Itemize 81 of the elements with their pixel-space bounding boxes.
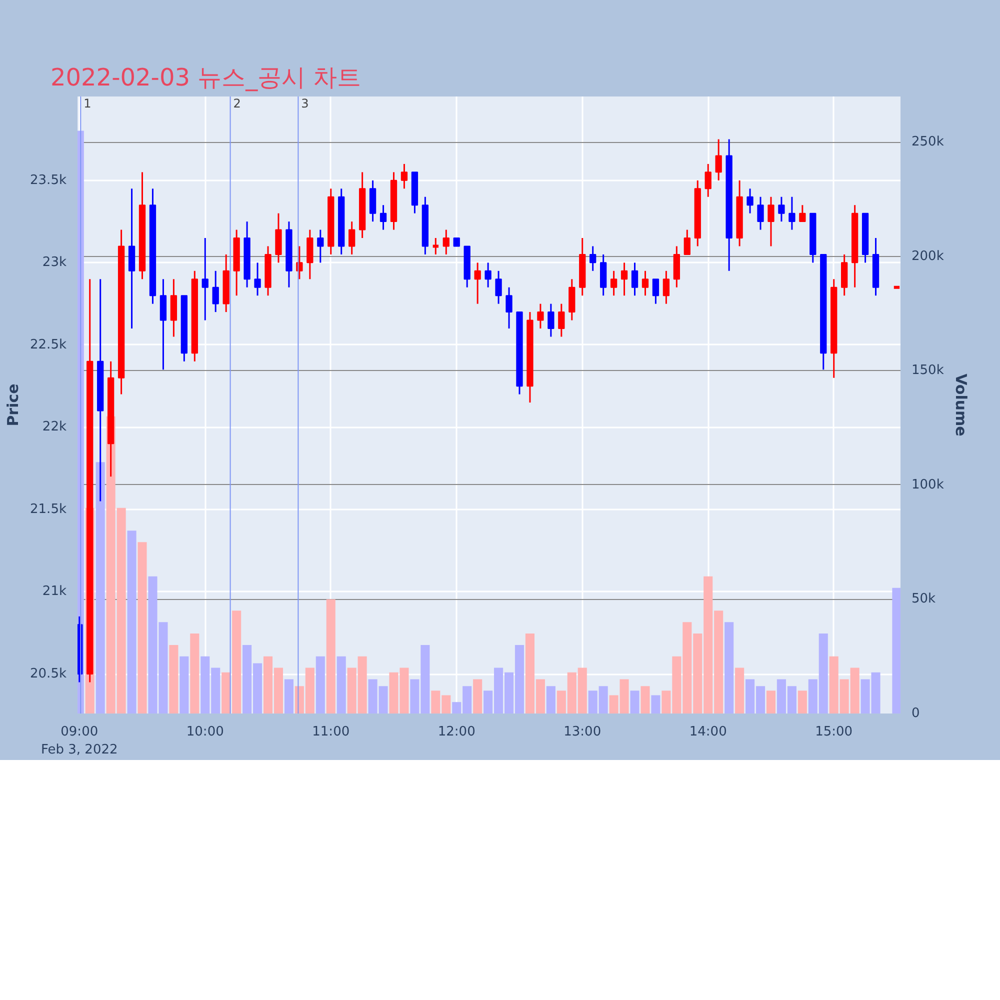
candlestick bbox=[610, 270, 618, 296]
candlestick bbox=[495, 270, 502, 305]
candlestick bbox=[620, 262, 628, 296]
candlestick bbox=[400, 163, 408, 190]
candlestick bbox=[432, 237, 438, 256]
candlestick bbox=[380, 204, 387, 231]
candlestick bbox=[484, 262, 492, 288]
annotation: 2 bbox=[233, 96, 241, 110]
x-tick-label: 09:00 Feb 3, 2022 bbox=[41, 724, 118, 758]
candlestick bbox=[296, 245, 303, 280]
bar bbox=[222, 672, 231, 714]
candlestick bbox=[202, 237, 208, 322]
y-tick-label: 23.5k bbox=[30, 172, 67, 188]
bar bbox=[96, 462, 105, 714]
bar bbox=[284, 679, 294, 714]
bar bbox=[651, 695, 660, 714]
bar bbox=[798, 690, 807, 714]
y2-tick-label: 0 bbox=[912, 706, 920, 721]
candlestick bbox=[746, 188, 754, 214]
bar bbox=[326, 599, 336, 714]
bar bbox=[138, 542, 147, 714]
x-tick-label: 12:00 bbox=[438, 724, 476, 740]
candlestick bbox=[768, 196, 774, 247]
bar bbox=[127, 530, 136, 714]
candlestick bbox=[317, 229, 324, 264]
y-tick-label: 20.5k bbox=[30, 666, 67, 682]
candlestick bbox=[704, 163, 712, 198]
bar bbox=[232, 610, 242, 714]
y2-tick-label: 200k bbox=[912, 248, 944, 264]
bar bbox=[190, 634, 200, 714]
y-axis-title: Price bbox=[4, 384, 22, 426]
candlestick bbox=[548, 303, 554, 338]
y2-tick-label: 50k bbox=[912, 592, 936, 607]
candlestick bbox=[757, 196, 764, 231]
candlestick bbox=[537, 303, 544, 330]
candlestick bbox=[778, 196, 785, 222]
x-tick-label: 10:00 bbox=[186, 724, 224, 740]
x-tick-label: 14:00 bbox=[689, 724, 727, 740]
y-tick-label: 21k bbox=[42, 584, 67, 600]
candlestick bbox=[348, 220, 356, 256]
candlestick bbox=[652, 278, 660, 305]
x-tick-label: 15:00 bbox=[815, 724, 853, 740]
candlestick bbox=[715, 138, 722, 182]
candlestick bbox=[442, 229, 450, 256]
candlestick bbox=[662, 270, 670, 305]
candlestick bbox=[642, 270, 649, 296]
candlestick bbox=[788, 196, 796, 231]
bar bbox=[724, 622, 734, 714]
bar bbox=[735, 668, 744, 714]
y2-tick-label: 250k bbox=[912, 134, 944, 150]
bar bbox=[892, 588, 900, 714]
bar bbox=[180, 656, 189, 714]
y2-tick-label: 150k bbox=[912, 363, 944, 378]
chart-title: 2022-02-03 뉴스_공시 차트 bbox=[50, 64, 362, 92]
y2-tick-label: 100k bbox=[912, 477, 944, 492]
y-tick-label: 23k bbox=[42, 255, 67, 270]
bar bbox=[766, 690, 776, 714]
candlestick bbox=[506, 286, 512, 330]
candlestick bbox=[254, 262, 261, 296]
y-tick-label: 22k bbox=[42, 420, 67, 435]
bar bbox=[630, 690, 640, 714]
y-tick-label: 21.5k bbox=[30, 502, 67, 517]
bar bbox=[473, 679, 482, 714]
annotation: 1 bbox=[84, 96, 92, 110]
candlestick bbox=[474, 262, 481, 305]
y-tick-label: 22.5k bbox=[30, 337, 67, 352]
bar bbox=[640, 686, 650, 714]
bar bbox=[336, 656, 346, 714]
candlestick bbox=[684, 229, 690, 256]
y2-axis-title: Volume bbox=[952, 374, 970, 436]
x-tick-label: 11:00 bbox=[312, 724, 350, 740]
candlestick bbox=[590, 245, 596, 272]
candlestick bbox=[558, 303, 565, 338]
bar bbox=[169, 644, 178, 714]
bar bbox=[546, 686, 556, 714]
annotation: 3 bbox=[301, 96, 309, 110]
candlestick bbox=[212, 270, 219, 313]
candlestick bbox=[631, 262, 638, 296]
candlestick bbox=[799, 204, 806, 222]
bar bbox=[316, 656, 325, 714]
x-tick-label: 13:00 bbox=[564, 724, 602, 740]
